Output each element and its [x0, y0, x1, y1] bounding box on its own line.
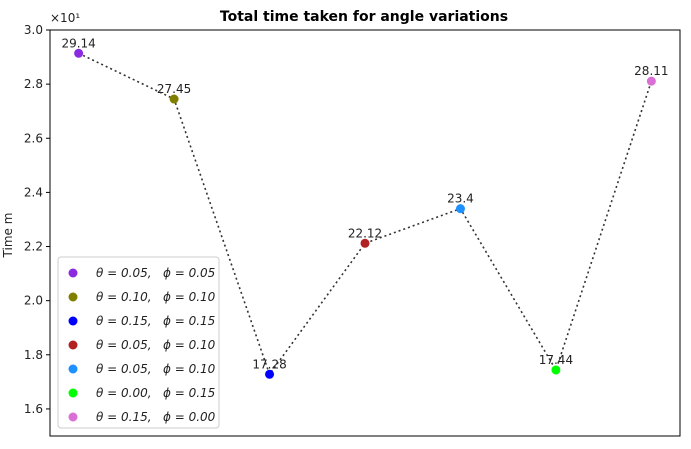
legend-marker	[68, 340, 78, 350]
legend-marker	[68, 316, 78, 326]
legend-marker	[68, 388, 78, 398]
y-axis-label: Time m	[1, 213, 15, 259]
data-label: 28.11	[634, 64, 668, 78]
legend-label: θ = 0.05, ϕ = 0.10	[96, 362, 216, 376]
chart-title: Total time taken for angle variations	[220, 9, 508, 25]
data-label: 17.44	[539, 353, 573, 367]
data-point	[646, 76, 656, 86]
legend-label: θ = 0.05, ϕ = 0.05	[96, 266, 215, 280]
data-point	[455, 204, 465, 214]
y-tick-label: 2.4	[24, 185, 43, 199]
data-point	[360, 238, 370, 248]
data-label: 29.14	[61, 36, 95, 50]
plot-frame	[49, 29, 681, 437]
data-point	[551, 365, 561, 375]
data-label: 17.28	[252, 357, 286, 371]
y-tick-label: 2.2	[24, 240, 43, 254]
legend-label: θ = 0.10, ϕ = 0.10	[96, 290, 216, 304]
data-point	[265, 369, 275, 379]
y-tick-label: 2.6	[24, 131, 43, 145]
legend-label: θ = 0.15, ϕ = 0.00	[96, 410, 216, 424]
legend-marker	[68, 292, 78, 302]
legend-label: θ = 0.00, ϕ = 0.15	[96, 386, 215, 400]
y-multiplier: ×10¹	[50, 11, 80, 25]
legend-marker	[68, 268, 78, 278]
y-tick-label: 2.8	[24, 77, 43, 91]
legend-label: θ = 0.05, ϕ = 0.10	[96, 338, 216, 352]
data-point	[169, 94, 179, 104]
y-axis: 1.6 1.8 2.0 2.2 2.4 2.6 2.8 3.0	[24, 23, 50, 416]
data-label: 27.45	[157, 82, 191, 96]
data-label: 23.4	[447, 192, 474, 206]
legend-marker	[68, 364, 78, 374]
y-tick-label: 1.6	[24, 402, 43, 416]
data-label: 22.12	[348, 226, 382, 240]
legend-marker	[68, 412, 78, 422]
legend-box	[57, 256, 220, 429]
data-points: 29.14 27.45 17.28 22.12 23.4 17.44 28.11	[61, 36, 669, 379]
legend: θ = 0.05, ϕ = 0.05 θ = 0.10, ϕ = 0.10 θ = …	[57, 256, 220, 429]
y-tick-label: 1.8	[24, 348, 43, 362]
data-point	[74, 48, 84, 58]
y-tick-label: 2.0	[24, 294, 43, 308]
legend-label: θ = 0.15, ϕ = 0.15	[96, 314, 215, 328]
y-tick-label: 3.0	[24, 23, 43, 37]
